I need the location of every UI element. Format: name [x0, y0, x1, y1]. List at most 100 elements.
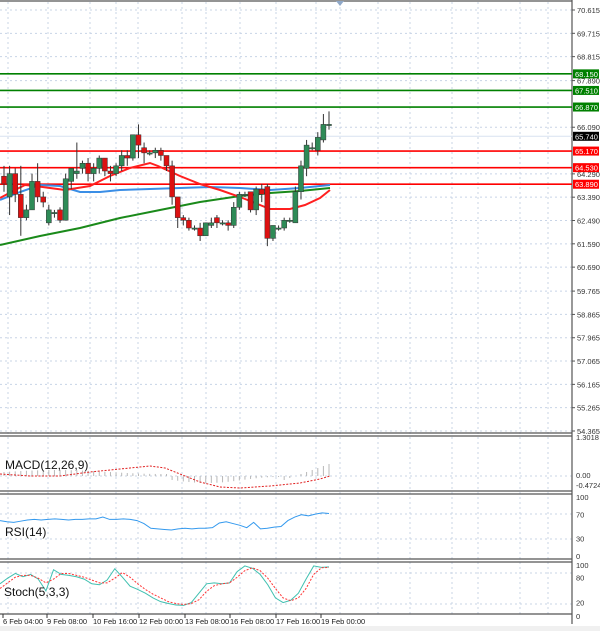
support-2-tag: [573, 163, 599, 173]
chart-shift-marker-icon[interactable]: [336, 1, 344, 6]
candle: [292, 191, 299, 224]
candle: [186, 219, 192, 229]
candle: [46, 209, 52, 224]
candle: [141, 147, 147, 154]
candle: [202, 222, 209, 237]
svg-text:0: 0: [576, 552, 580, 561]
price-tick-label: 70.615: [577, 6, 600, 15]
candle: [247, 191, 254, 211]
candle: [270, 225, 276, 239]
candle: [130, 134, 136, 159]
candle: [281, 219, 287, 229]
time-tick-label: 19 Feb 00:00: [321, 617, 365, 626]
price-tick-label: 58.865: [577, 310, 600, 319]
candlesticks: [1, 111, 332, 247]
candle: [79, 162, 86, 169]
price-tick-label: 60.690: [577, 263, 600, 272]
resistance-1-tag: [573, 102, 599, 112]
candle: [57, 209, 63, 221]
candle: [29, 181, 35, 211]
candle: [158, 150, 164, 156]
candle: [6, 173, 13, 198]
candle: [191, 227, 198, 230]
candle: [253, 188, 259, 211]
price-tick-label: 57.065: [577, 357, 600, 366]
candle: [264, 186, 271, 239]
time-tick-label: 9 Feb 08:00: [47, 617, 87, 626]
svg-text:67.510: 67.510: [575, 86, 598, 95]
candle: [124, 155, 131, 159]
candle: [320, 124, 327, 141]
candle: [107, 170, 114, 174]
price-tick-label: 56.165: [577, 380, 600, 389]
candle: [214, 217, 220, 224]
candle: [34, 181, 41, 198]
price-tick-label: 69.715: [577, 29, 600, 38]
candle: [62, 178, 69, 221]
candle: [23, 209, 30, 218]
svg-text:0: 0: [576, 612, 580, 621]
panel-frames: [0, 0, 573, 624]
candle: [90, 168, 97, 174]
current-price-tag: [573, 131, 599, 141]
candle: [96, 157, 103, 169]
candle: [118, 155, 125, 167]
support-3-tag: [573, 179, 599, 189]
macd-label: MACD(12,26,9): [5, 458, 88, 472]
svg-text:1.3018: 1.3018: [576, 433, 599, 442]
svg-text:64.530: 64.530: [575, 164, 598, 173]
candle: [51, 212, 58, 214]
price-tick-label: 64.290: [577, 170, 600, 179]
candle: [259, 188, 265, 195]
candle: [180, 217, 187, 221]
time-tick-label: 6 Feb 04:00: [3, 617, 43, 626]
candle: [18, 194, 24, 218]
svg-text:63.890: 63.890: [575, 180, 598, 189]
rsi-panel: 100 70 30 0: [0, 493, 589, 561]
price-tick-label: 54.365: [577, 427, 600, 436]
price-tick-label: 66.090: [577, 123, 600, 132]
candle: [208, 222, 215, 226]
svg-text:65.170: 65.170: [575, 147, 598, 156]
resistance-2-tag: [573, 85, 599, 95]
candle: [40, 196, 46, 203]
candle: [298, 165, 304, 192]
candle: [225, 222, 231, 226]
candle: [68, 168, 74, 182]
price-tick-label: 62.490: [577, 217, 600, 226]
svg-text:66.870: 66.870: [575, 103, 598, 112]
price-tick-label: 57.965: [577, 334, 600, 343]
svg-text:65.740: 65.740: [575, 132, 598, 141]
price-tick-label: 59.765: [577, 287, 600, 296]
candle: [197, 227, 203, 237]
time-tick-label: 13 Feb 08:00: [185, 617, 229, 626]
time-tick-label: 10 Feb 16:00: [93, 617, 137, 626]
candle: [236, 194, 243, 208]
price-tick-label: 67.890: [577, 77, 600, 86]
candle: [275, 227, 282, 230]
svg-text:30: 30: [576, 534, 584, 543]
time-tick-label: 16 Feb 08:00: [230, 617, 274, 626]
candle: [135, 134, 142, 146]
price-axis: 70.615 69.715 68.815 67.890 66.090 64.290 63.3…: [572, 6, 600, 436]
candle: [12, 173, 18, 195]
candle: [174, 196, 181, 218]
candle: [163, 155, 170, 167]
candle: [326, 124, 332, 126]
candle: [315, 137, 321, 151]
svg-text:100: 100: [576, 493, 589, 502]
rsi-label: RSI(14): [5, 525, 46, 539]
time-axis: 6 Feb 04:00 9 Feb 08:00 10 Feb 16:00 12 Feb…: [0, 614, 600, 631]
candle: [287, 219, 293, 222]
candle: [309, 147, 315, 150]
candle: [102, 157, 108, 172]
candle: [219, 222, 226, 225]
svg-text:100: 100: [576, 561, 589, 570]
price-tick-label: 61.590: [577, 240, 600, 249]
svg-text:68.150: 68.150: [575, 70, 598, 79]
svg-text:20: 20: [576, 599, 584, 608]
candle: [74, 170, 80, 174]
candle: [113, 165, 119, 174]
price-tick-label: 68.815: [577, 53, 600, 62]
